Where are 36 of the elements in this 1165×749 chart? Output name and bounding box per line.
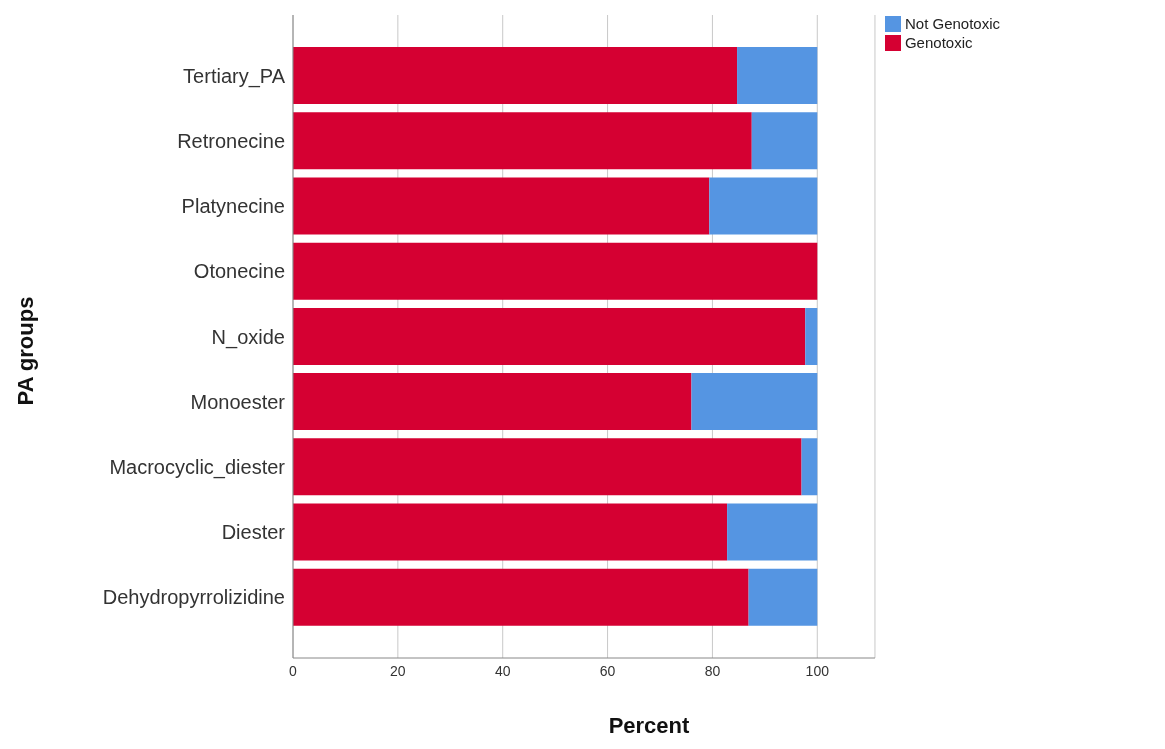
bar [748, 568, 818, 626]
y-axis-title: PA groups [13, 295, 39, 408]
x-tick-label: 40 [494, 662, 511, 679]
x-tick-label: 20 [390, 662, 406, 679]
x-tick-label: 60 [599, 662, 616, 679]
bar [801, 438, 818, 496]
y-tick-label: Dehydropyrrolizidine [102, 586, 285, 609]
y-tick-label: Diester [221, 521, 286, 544]
x-tick-label: 80 [704, 662, 721, 679]
y-tick-label: Monoester [190, 390, 286, 413]
bar [727, 503, 818, 561]
bar [293, 373, 692, 431]
bar [751, 112, 818, 170]
legend-label: Genotoxic [904, 34, 973, 51]
y-tick-label: Otonecine [193, 260, 285, 283]
bar [691, 373, 818, 431]
bar [709, 177, 818, 235]
bar [293, 438, 802, 496]
x-tick-label: 0 [289, 662, 298, 679]
bar [293, 112, 752, 170]
x-axis-title: Percent [607, 713, 691, 739]
bar [805, 307, 818, 365]
y-tick-label: Platynecine [181, 195, 285, 218]
bar [293, 47, 738, 104]
bar [293, 242, 818, 300]
bar [293, 503, 728, 561]
bar [293, 177, 710, 235]
x-tick-label: 100 [805, 662, 830, 679]
legend-label: Not Genotoxic [904, 15, 1000, 32]
y-tick-label: Macrocyclic_diester [109, 456, 286, 480]
y-tick-label: Retronecine [177, 129, 285, 152]
y-tick-label: Tertiary_PA [183, 64, 286, 88]
y-tick-label: N_oxide [211, 325, 285, 349]
bar [293, 568, 749, 626]
bar [293, 307, 806, 365]
bar [737, 47, 818, 104]
